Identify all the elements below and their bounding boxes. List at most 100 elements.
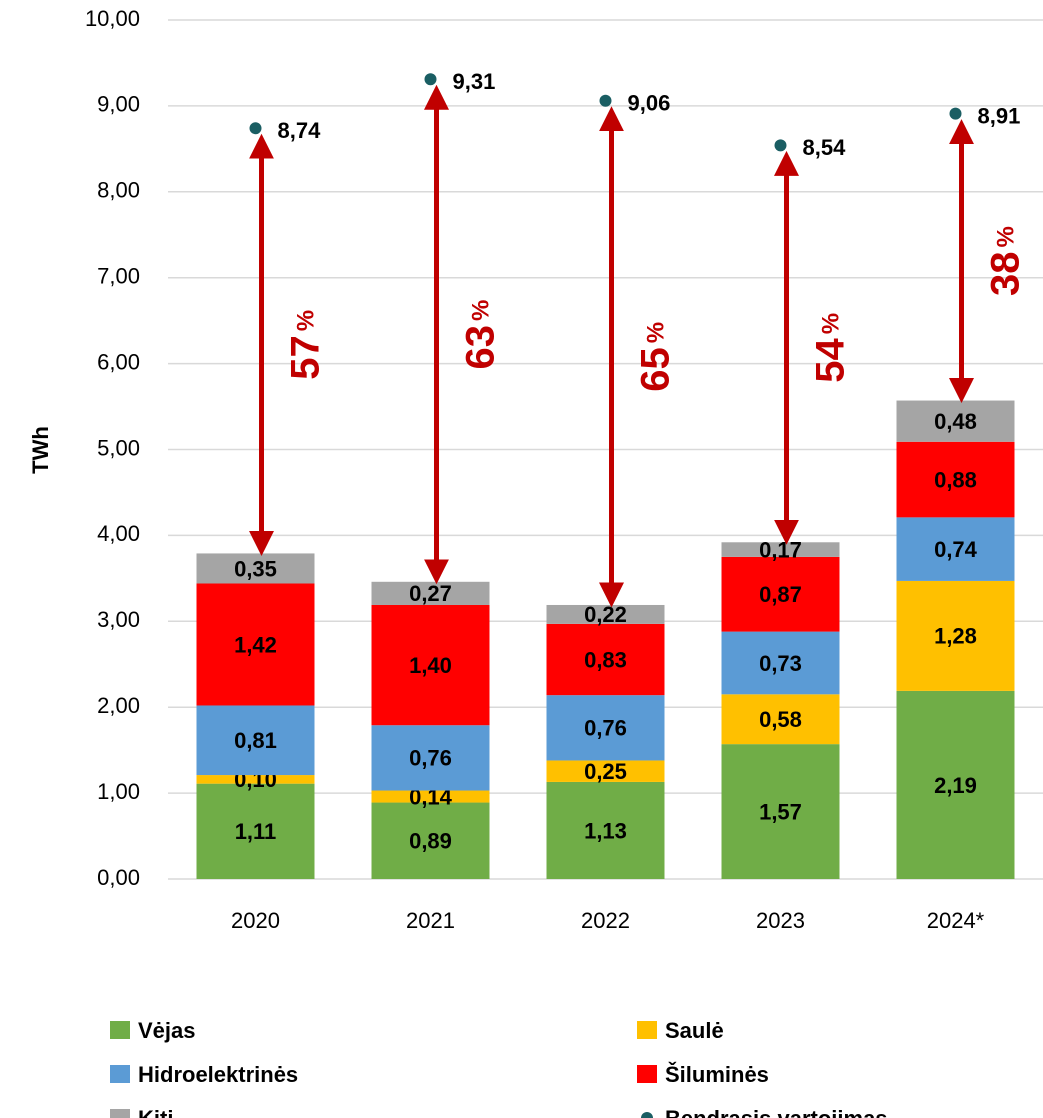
bar-segment xyxy=(721,694,840,745)
gap-percent: 65% xyxy=(633,322,677,392)
gap-percent: 57% xyxy=(283,310,327,380)
bar-segment xyxy=(896,400,1015,442)
legend-swatch xyxy=(110,1065,130,1083)
gap-percent: 63% xyxy=(458,300,502,370)
value-label: 0,83 xyxy=(584,647,627,672)
gap-percent-value: 54 xyxy=(808,338,852,383)
y-axis-label: TWh xyxy=(28,426,53,474)
bar-segment xyxy=(371,790,490,803)
value-label: 2,19 xyxy=(934,773,977,798)
bar-segment xyxy=(896,580,1015,691)
bar-segment xyxy=(896,441,1015,518)
bar-segment xyxy=(196,705,315,776)
bar-segment xyxy=(196,775,315,784)
gap-percent-value: 65 xyxy=(633,347,677,392)
legend-swatch xyxy=(637,1021,657,1039)
value-label: 1,57 xyxy=(759,799,802,824)
legend-label: Saulė xyxy=(665,1018,724,1043)
gap-percent-unit: % xyxy=(293,310,320,331)
dot-label: 8,91 xyxy=(978,103,1021,128)
bar-segment xyxy=(721,744,840,879)
legend-label: Kiti xyxy=(138,1106,173,1118)
bar-segment xyxy=(546,604,665,624)
bar-segment xyxy=(546,623,665,696)
value-label: 0,17 xyxy=(759,537,802,562)
consumption-dot xyxy=(249,122,262,135)
y-tick-label: 7,00 xyxy=(97,264,140,289)
x-tick-label: 2022 xyxy=(581,908,630,933)
gap-percent: 38% xyxy=(983,226,1027,296)
value-label: 0,35 xyxy=(234,556,277,581)
x-tick-label: 2021 xyxy=(406,908,455,933)
x-tick-label: 2024* xyxy=(927,908,985,933)
bar-segment xyxy=(721,542,840,557)
value-label: 1,11 xyxy=(235,819,277,844)
legend-label: Bendrasis vartojimas xyxy=(665,1106,888,1118)
y-tick-label: 6,00 xyxy=(97,349,140,374)
dot-label: 9,31 xyxy=(453,69,496,94)
legend-swatch xyxy=(641,1112,653,1118)
consumption-dot xyxy=(949,107,962,120)
value-label: 0,27 xyxy=(409,581,452,606)
bar-segment xyxy=(196,553,315,584)
y-tick-label: 8,00 xyxy=(97,178,140,203)
x-tick-label: 2023 xyxy=(756,908,805,933)
bar-segment xyxy=(546,695,665,761)
value-label: 0,22 xyxy=(584,602,627,627)
gap-percent-value: 63 xyxy=(458,325,502,370)
y-tick-label: 3,00 xyxy=(97,607,140,632)
consumption-dot xyxy=(599,94,612,107)
bar-segment xyxy=(721,631,840,695)
y-tick-label: 2,00 xyxy=(97,693,140,718)
bar-segment xyxy=(896,517,1015,581)
value-label: 0,25 xyxy=(584,759,627,784)
value-label: 0,73 xyxy=(759,651,802,676)
bar-segment xyxy=(371,581,490,605)
gap-percent-unit: % xyxy=(818,313,845,334)
value-label: 1,40 xyxy=(409,653,452,678)
value-label: 0,76 xyxy=(409,746,452,771)
dot-label: 8,74 xyxy=(278,118,322,143)
y-tick-label: 0,00 xyxy=(97,865,140,890)
legend-swatch xyxy=(637,1065,657,1083)
gap-percent-value: 57 xyxy=(283,335,327,380)
y-tick-label: 5,00 xyxy=(97,435,140,460)
bar-segment xyxy=(196,783,315,879)
y-tick-label: 9,00 xyxy=(97,92,140,117)
gap-percent-unit: % xyxy=(643,322,670,343)
y-tick-label: 4,00 xyxy=(97,521,140,546)
value-label: 0,89 xyxy=(409,829,452,854)
value-label: 0,76 xyxy=(584,716,627,741)
legend-label: Vėjas xyxy=(138,1018,196,1043)
bar-segment xyxy=(371,802,490,879)
gap-percent-value: 38 xyxy=(983,252,1027,297)
value-label: 0,74 xyxy=(934,537,978,562)
consumption-dot xyxy=(774,139,787,152)
bar-segment xyxy=(721,556,840,632)
value-label: 1,42 xyxy=(234,632,277,657)
bar-segment xyxy=(371,604,490,726)
gap-percent-unit: % xyxy=(993,226,1020,247)
consumption-dot xyxy=(424,73,437,86)
value-label: 0,81 xyxy=(234,728,277,753)
legend-label: Šiluminės xyxy=(665,1062,769,1087)
y-tick-label: 1,00 xyxy=(97,779,140,804)
value-label: 1,28 xyxy=(934,624,977,649)
dot-label: 8,54 xyxy=(803,135,847,160)
value-label: 1,13 xyxy=(584,818,627,843)
bar-segment xyxy=(546,760,665,782)
bar-segment xyxy=(371,725,490,791)
legend-label: Hidroelektrinės xyxy=(138,1062,298,1087)
gap-percent: 54% xyxy=(808,313,852,383)
bar-segment xyxy=(896,690,1015,879)
x-tick-label: 2020 xyxy=(231,908,280,933)
dot-label: 9,06 xyxy=(628,91,671,116)
legend-swatch xyxy=(110,1109,130,1118)
bar-segment xyxy=(546,781,665,879)
value-label: 0,58 xyxy=(759,707,802,732)
value-label: 0,87 xyxy=(759,582,802,607)
gap-percent-unit: % xyxy=(468,300,495,321)
bar-segment xyxy=(196,583,315,706)
value-label: 0,88 xyxy=(934,467,977,492)
